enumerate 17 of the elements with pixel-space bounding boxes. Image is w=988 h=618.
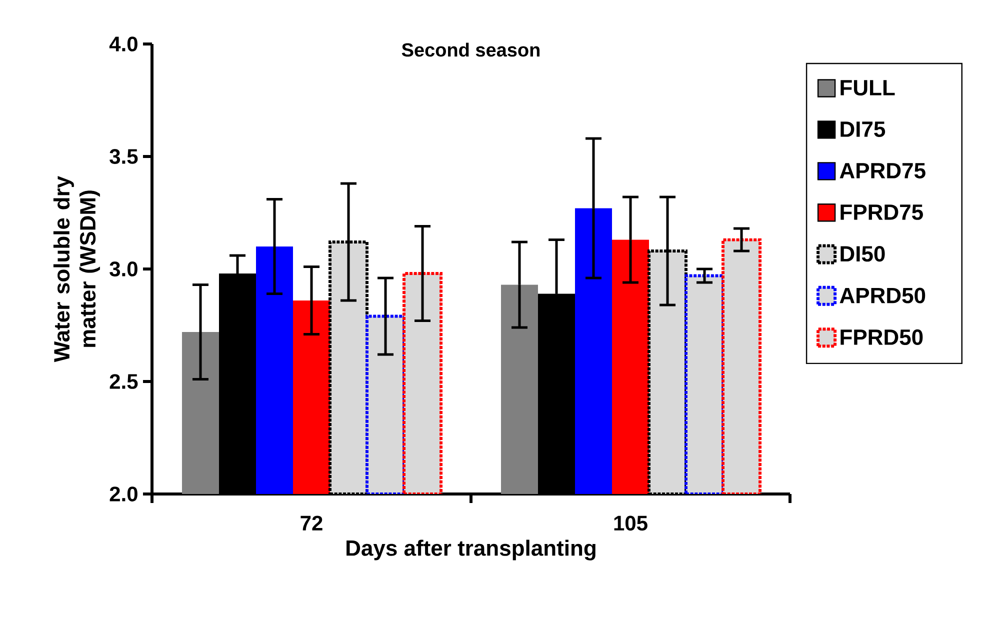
legend-label: APRD50 xyxy=(840,288,926,304)
chart-title: Second season xyxy=(402,42,540,57)
y-tick-label: 4.0 xyxy=(109,36,138,52)
legend-label: DI50 xyxy=(840,246,885,262)
y-axis-title: Water soluble dry matter (WSDM) xyxy=(53,176,100,362)
legend-label: FPRD50 xyxy=(840,329,923,346)
legend-label: FPRD75 xyxy=(840,204,923,220)
x-axis-title: Days after transplanting xyxy=(346,540,596,560)
legend-label: APRD75 xyxy=(840,163,926,178)
x-tick-label: 72 xyxy=(300,516,322,530)
y-tick-label: 3.5 xyxy=(110,149,138,164)
legend-label: FULL xyxy=(840,80,895,96)
x-tick-label: 105 xyxy=(614,516,648,531)
y-tick-label: 3.0 xyxy=(110,262,138,276)
y-tick-label: 2.0 xyxy=(110,486,138,502)
legend-label: DI75 xyxy=(840,122,886,137)
y-tick-label: 2.5 xyxy=(110,374,138,389)
